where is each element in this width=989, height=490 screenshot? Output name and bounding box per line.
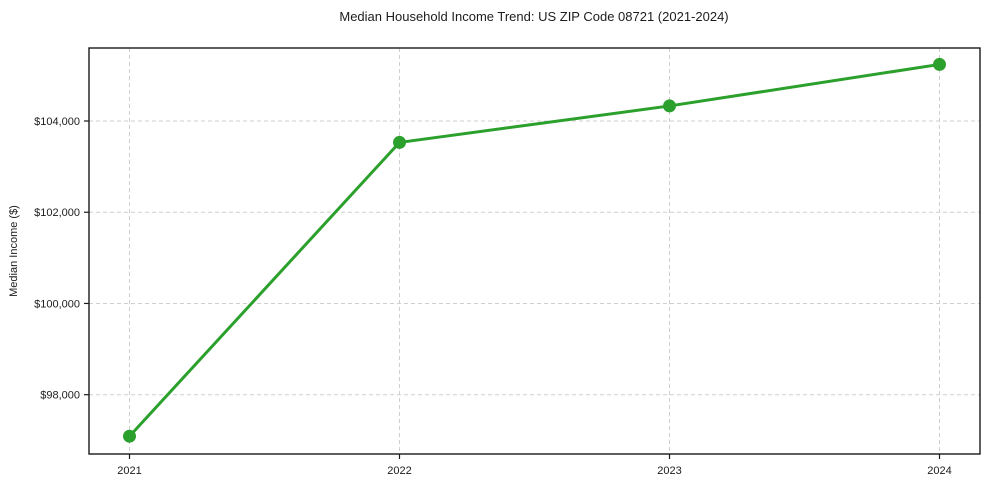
x-axis: 2021 2022 2023 2024 [117, 454, 952, 477]
x-tick-label: 2021 [117, 465, 141, 477]
y-axis-label: Median Income ($) [8, 205, 20, 297]
x-tick-label: 2023 [657, 465, 681, 477]
grid-lines [89, 48, 980, 454]
x-tick-label: 2024 [927, 465, 951, 477]
y-tick-label: $102,000 [34, 207, 80, 219]
y-tick-label: $104,000 [34, 116, 80, 128]
y-axis: $98,000 $100,000 $102,000 $104,000 [34, 116, 89, 402]
trend-line [128, 62, 940, 438]
data-point-marker [933, 57, 946, 71]
y-tick-label: $100,000 [34, 298, 80, 310]
data-point-marker [663, 99, 676, 113]
data-point-marker [393, 135, 406, 149]
y-tick-label: $98,000 [40, 390, 80, 402]
chart-title: Median Household Income Trend: US ZIP Co… [339, 9, 728, 24]
data-point-marker [123, 429, 136, 443]
plot-border [88, 47, 981, 455]
x-tick-label: 2022 [387, 465, 411, 477]
data-series [123, 57, 946, 443]
